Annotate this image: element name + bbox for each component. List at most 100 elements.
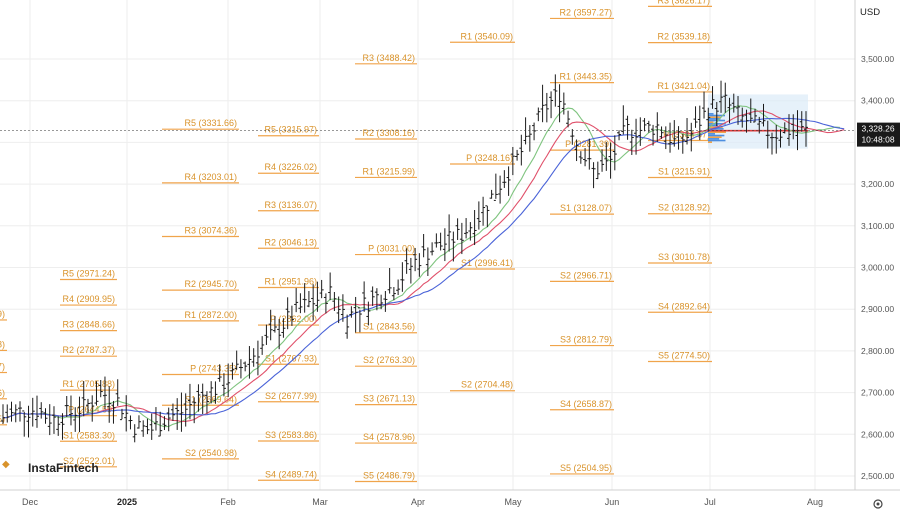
pivot-levels: R4 (2874.19) R3 (2801.18) R2 (2748.17) R1 (… [0, 0, 712, 483]
pivot-label: R3 (3626.17) [657, 0, 710, 5]
price-tick-label: 2,900.00 [861, 304, 894, 314]
grid [0, 0, 855, 490]
pivot-label: S3 (2812.79) [560, 335, 612, 345]
gear-icon[interactable] [873, 499, 883, 509]
pivot-label: S5 (2504.95) [560, 463, 612, 473]
pivot-label: R2 (3308.16) [362, 128, 415, 138]
pivot-label: S2 (3128.92) [658, 203, 710, 213]
time-tick-label: Aug [807, 497, 823, 507]
time-tick-label: May [504, 497, 522, 507]
price-tick-label: 3,500.00 [861, 54, 894, 64]
pivot-label: S4 (2892.64) [658, 301, 710, 311]
volume-profile-bin [708, 136, 722, 138]
pivot-label: R1 (3421.04) [657, 81, 710, 91]
pivot-label: S5 (2774.50) [658, 351, 710, 361]
volume-profile-box [708, 94, 808, 149]
current-price-box: 3,328.26 10:48:08 [857, 122, 900, 147]
volume-profile-bin [708, 134, 725, 137]
pivot-label: R1 (2705.88) [62, 379, 115, 389]
pivot-label: R4 (3226.02) [264, 162, 317, 172]
time-tick-label: Dec [22, 497, 39, 507]
pivot-label: R3 (2848.66) [62, 320, 115, 330]
pivot-label: P (2862.00) [270, 314, 317, 324]
pivot-label: R4 (3203.01) [184, 172, 237, 182]
pivot-label: R1 (3215.99) [362, 166, 415, 176]
pivot-label: S2 (2763.30) [363, 355, 415, 365]
pivot-label: R2 (2748.17) [0, 362, 5, 372]
pivot-label: R2 (3046.13) [264, 237, 317, 247]
logo-mark-icon: ◆ [2, 459, 10, 470]
pivot-label: S3 (2583.86) [265, 430, 317, 440]
time-tick-label: Jul [704, 497, 716, 507]
pivot-label: P (3031.00) [368, 244, 415, 254]
pivot-label: S4 (2489.74) [265, 469, 317, 479]
pivot-label: S4 (2578.96) [363, 432, 415, 442]
time-axis[interactable]: Dec 2025 Feb Mar Apr May Jun Jul Aug [22, 497, 823, 507]
pivot-label: S4 (2658.87) [560, 399, 612, 409]
pivot-label: S5 (2486.79) [363, 471, 415, 481]
pivot-label: R1 (3540.09) [460, 31, 513, 41]
pivot-label: R1 (2685.16) [0, 388, 5, 398]
time-tick-label: Apr [411, 497, 425, 507]
volume-profile-bin [708, 139, 726, 142]
price-tick-label: 2,500.00 [861, 471, 894, 481]
time-tick-label: 2025 [117, 497, 137, 507]
pivot-label: S1 (2767.93) [265, 353, 317, 363]
pivot-label: S3 (3010.78) [658, 252, 710, 262]
pivot-label: R1 (3443.35) [559, 72, 612, 82]
pivot-label: S1 (2583.30) [63, 430, 115, 440]
volume-profile-bin [708, 131, 726, 133]
price-tick-label: 3,200.00 [861, 179, 894, 189]
ma-fast-line [2, 105, 841, 428]
pivot-label: S2 (2540.98) [185, 448, 237, 458]
price-tick-label: 3,000.00 [861, 263, 894, 273]
pivot-label: R4 (2909.95) [62, 294, 115, 304]
price-tick-label: 3,400.00 [861, 96, 894, 106]
volume-profile-bin [708, 128, 724, 130]
pivot-label: R3 (3074.36) [184, 225, 237, 235]
pivot-label: R2 (3539.18) [657, 32, 710, 42]
price-tick-label: 2,600.00 [861, 429, 894, 439]
countdown-label: 10:48:08 [861, 135, 894, 145]
time-tick-label: Feb [220, 497, 236, 507]
pivot-label: P (3281.39) [565, 139, 612, 149]
price-tick-label: 2,700.00 [861, 388, 894, 398]
pivot-label: S2 (2677.99) [265, 391, 317, 401]
volume-profile-bin [708, 138, 720, 140]
pivot-label: S1 (3128.07) [560, 203, 612, 213]
pivot-label: S1 (2996.41) [461, 258, 513, 268]
pivot-label: R3 (3136.07) [264, 200, 317, 210]
pivot-label: R2 (2787.37) [62, 345, 115, 355]
price-tick-label: 2,800.00 [861, 346, 894, 356]
current-price-label: 3,328.26 [861, 124, 894, 134]
price-bars [1, 74, 808, 443]
ma-slow-line [2, 117, 845, 419]
volume-profile-bin [708, 118, 721, 120]
pivot-label: R3 (2801.18) [0, 339, 5, 349]
pivot-label: S1 (3215.91) [658, 166, 710, 176]
volume-profile-bin [708, 116, 721, 118]
pivot-label: S3 (2671.13) [363, 394, 415, 404]
pivot-label: R3 (3488.42) [362, 53, 415, 63]
pivot-label: R2 (3597.27) [559, 7, 612, 17]
pivot-label: S1 (2843.56) [363, 322, 415, 332]
pivot-label: R4 (2874.19) [0, 309, 5, 319]
pivot-label: P (2644.59) [68, 405, 115, 415]
pivot-label: S2 (2966.71) [560, 270, 612, 280]
time-tick-label: Jun [605, 497, 620, 507]
volume-profile-bin [708, 121, 714, 123]
pivot-label: R2 (2945.70) [184, 279, 237, 289]
logo-text: InstaFintech [28, 461, 99, 475]
pivot-label: R5 (2971.24) [62, 268, 115, 278]
volume-profile-bin [708, 141, 712, 143]
volume-profile-bin [708, 124, 718, 127]
time-tick-label: Mar [312, 497, 328, 507]
pivot-label: S2 (2522.01) [63, 456, 115, 466]
volume-profile-bin [708, 113, 714, 115]
pivot-label: R5 (3315.97) [264, 125, 317, 135]
currency-selector[interactable]: USD [860, 7, 880, 18]
pivot-label: S2 (2704.48) [461, 380, 513, 390]
volume-profile-bin [708, 133, 716, 135]
